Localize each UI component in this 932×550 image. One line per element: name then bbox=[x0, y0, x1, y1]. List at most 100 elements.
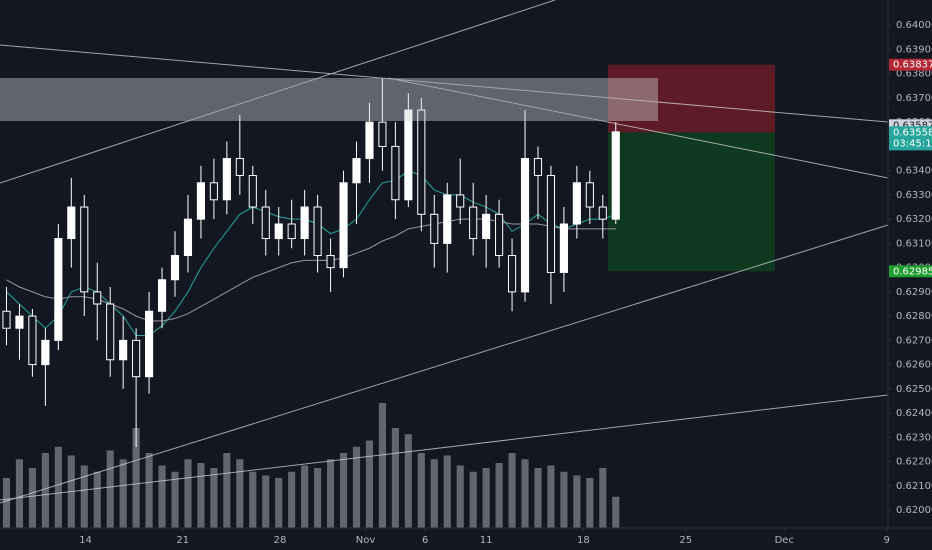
candle-body bbox=[533, 158, 543, 177]
trend-line bbox=[0, 0, 556, 184]
stop-zone bbox=[608, 64, 775, 133]
volume-bar bbox=[171, 471, 179, 528]
volume-bar bbox=[41, 453, 49, 528]
candle-body bbox=[585, 182, 594, 208]
volume-bar bbox=[2, 478, 11, 528]
candle-body bbox=[365, 121, 374, 160]
volume-bar bbox=[599, 468, 607, 528]
countdown: 03:45:16 bbox=[893, 138, 932, 149]
candle-body bbox=[339, 182, 348, 269]
candle-body bbox=[261, 206, 270, 240]
x-tick-label: Dec bbox=[775, 535, 794, 546]
x-tick-label: 9 bbox=[884, 535, 890, 546]
volume-bar bbox=[430, 459, 438, 528]
trend-line bbox=[387, 77, 889, 179]
candle-body bbox=[235, 158, 244, 177]
x-tick-label: 18 bbox=[577, 535, 590, 546]
candle-body bbox=[495, 213, 504, 257]
price-tag-label: 0.62985 bbox=[893, 266, 932, 277]
candle-body bbox=[209, 182, 218, 201]
candle-body bbox=[546, 175, 556, 273]
candle-body bbox=[170, 255, 180, 281]
volume-bar bbox=[145, 453, 153, 528]
candles bbox=[2, 78, 620, 448]
candle-body bbox=[378, 121, 387, 147]
volume-bar bbox=[547, 465, 555, 528]
candle-body bbox=[313, 206, 322, 257]
volume-bar bbox=[288, 471, 296, 528]
y-tick-label: 0.64000 bbox=[896, 20, 932, 31]
candle-body bbox=[300, 206, 309, 240]
candle-body bbox=[80, 206, 89, 293]
price-tag bbox=[889, 58, 932, 71]
volume-bar bbox=[495, 463, 503, 528]
candle-body bbox=[326, 255, 335, 269]
x-tick-label: 21 bbox=[176, 535, 189, 546]
volume-bar bbox=[378, 403, 386, 528]
volume-bar bbox=[443, 455, 451, 528]
volume-bar bbox=[93, 471, 101, 528]
volume-bar bbox=[391, 428, 399, 528]
price-tag-label: 0.63837 bbox=[893, 60, 932, 71]
candle-body bbox=[274, 223, 283, 240]
volume-bar bbox=[184, 459, 192, 528]
candle-body bbox=[352, 158, 361, 184]
volume-bar bbox=[236, 459, 244, 528]
volume-bar bbox=[314, 468, 322, 528]
zone bbox=[0, 78, 658, 121]
volume-bar bbox=[54, 446, 62, 528]
candle-body bbox=[222, 158, 231, 201]
volume-bar bbox=[365, 440, 374, 528]
candle-body bbox=[482, 213, 491, 240]
x-tick-label: 11 bbox=[480, 535, 493, 546]
volume-bar bbox=[223, 453, 231, 528]
candle-body bbox=[183, 218, 193, 257]
candle-body bbox=[28, 315, 37, 366]
price-tag-label: 0.63587 bbox=[893, 120, 932, 131]
volume-bar bbox=[560, 471, 568, 528]
volume-bar bbox=[132, 428, 140, 528]
volume-bar bbox=[301, 465, 309, 528]
volume-bar bbox=[80, 465, 88, 528]
candle-body bbox=[572, 182, 581, 225]
x-tick-label: 28 bbox=[274, 535, 287, 546]
volume-bar bbox=[210, 468, 218, 528]
volume-bar bbox=[262, 475, 270, 528]
volume-bar bbox=[275, 478, 283, 528]
volume-bar bbox=[508, 453, 516, 528]
x-tick-label: 25 bbox=[679, 535, 692, 546]
price-tag-label: 0.63558 bbox=[893, 127, 932, 138]
candle-body bbox=[119, 339, 128, 361]
candle-body bbox=[54, 238, 63, 341]
candle-body bbox=[559, 223, 568, 273]
target-zone bbox=[608, 132, 775, 272]
position-tool bbox=[608, 64, 775, 272]
volume-bar bbox=[521, 459, 529, 528]
volume-bar bbox=[197, 463, 205, 528]
volume-bar bbox=[417, 453, 425, 528]
x-tick-label: 14 bbox=[79, 535, 92, 546]
candle-body bbox=[157, 279, 167, 312]
candle-body bbox=[2, 310, 11, 329]
volume-bar bbox=[456, 465, 464, 528]
candle-body bbox=[248, 175, 257, 208]
volume-bar bbox=[534, 468, 542, 528]
drawings bbox=[0, 0, 889, 504]
price-tag bbox=[889, 265, 932, 278]
volume-bar bbox=[106, 450, 114, 528]
volume-bar bbox=[482, 468, 490, 528]
